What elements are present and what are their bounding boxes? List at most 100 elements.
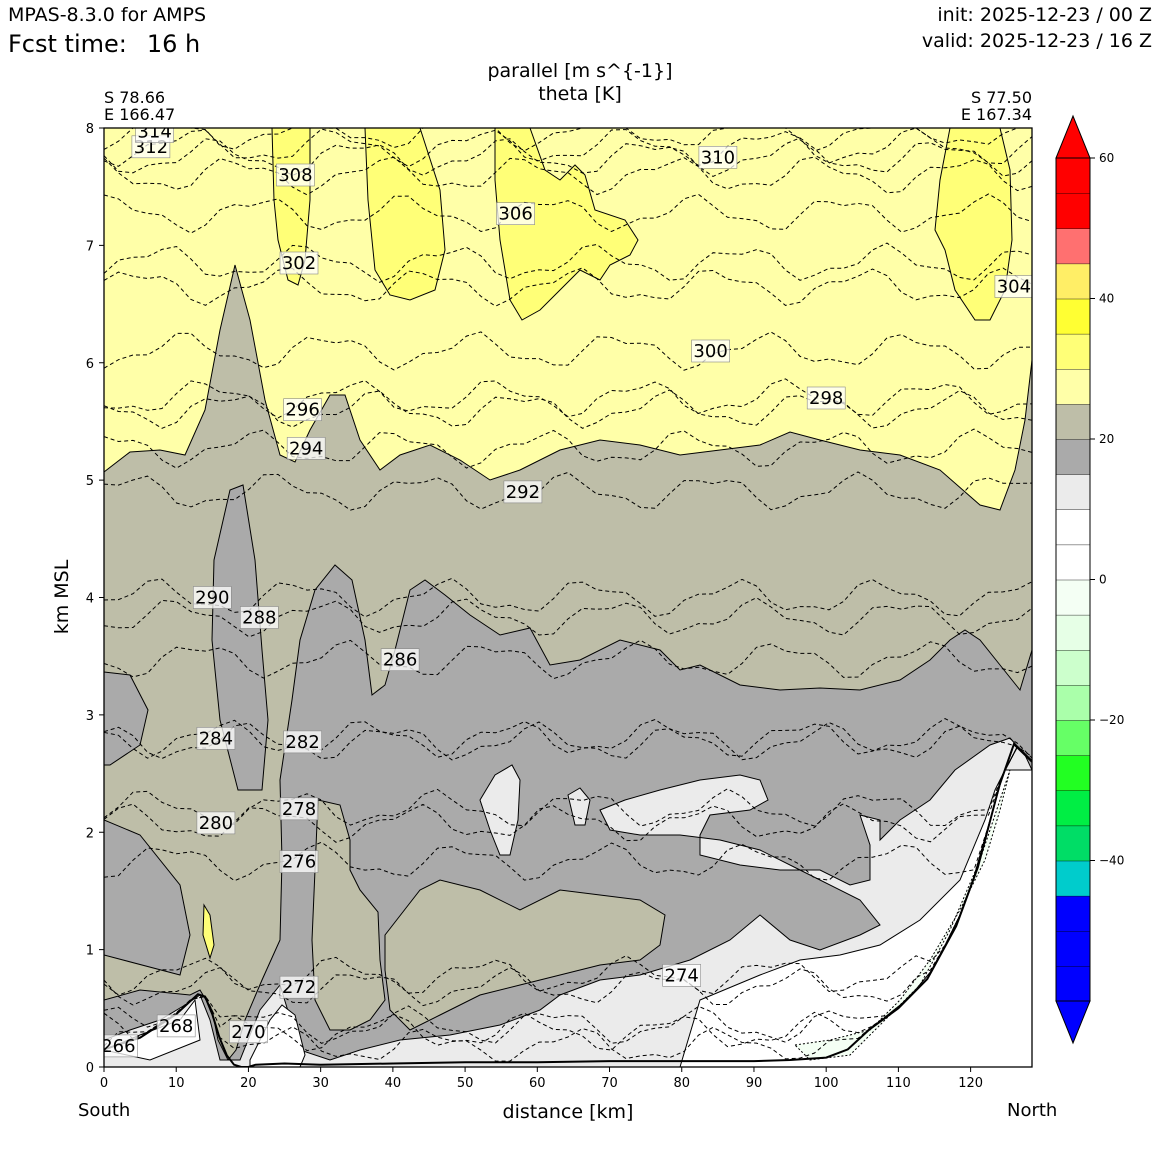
x-tick-label: 30 — [312, 1076, 329, 1091]
theta-contour-308 — [104, 156, 1032, 196]
colorbar-segment — [1055, 860, 1091, 897]
theta-label-text: 270 — [231, 1022, 265, 1043]
x-tick-label: 110 — [886, 1076, 911, 1091]
colorbar-segment — [1055, 719, 1091, 756]
theta-label-308: 308 — [276, 163, 315, 187]
colorbar-segment — [1055, 333, 1091, 370]
theta-contour-266 — [104, 745, 1032, 1062]
x-tick-label: 60 — [529, 1076, 546, 1091]
south-end-label: South — [78, 1100, 131, 1121]
theta-label-298: 298 — [806, 386, 846, 410]
x-tick-label: 100 — [814, 1076, 839, 1091]
theta-label-310: 310 — [698, 146, 738, 169]
theta-label-276: 276 — [279, 850, 319, 873]
theta-label-text: 292 — [506, 482, 540, 503]
theta-label-text: 274 — [665, 965, 699, 986]
colorbar-segment — [1055, 649, 1091, 686]
theta-contour-306 — [104, 193, 1032, 234]
right-latitude: S 77.50 — [970, 88, 1032, 107]
theta-label-266: 266 — [101, 1034, 138, 1058]
theta-label-292: 292 — [503, 480, 543, 504]
colorbar: 60 40 20 0 −20 −40 — [1055, 114, 1124, 1045]
forecast-time-label: Fcst time: — [8, 30, 127, 58]
colorbar-segment — [1055, 509, 1091, 546]
colorbar-segment — [1055, 895, 1091, 932]
theta-contour-274 — [104, 745, 1032, 996]
theta-label-text: 304 — [997, 277, 1031, 298]
theta-label-text: 286 — [383, 650, 417, 671]
colorbar-segment — [1055, 965, 1091, 1002]
terrain-surface-line — [104, 742, 1032, 1067]
theta-label-text: 308 — [278, 165, 312, 186]
y-axis: 0 1 2 3 4 5 6 7 8 — [86, 122, 104, 1076]
theta-label-text: 278 — [282, 799, 316, 820]
theta-label-text: 290 — [195, 588, 229, 609]
x-tick-label: 40 — [385, 1076, 402, 1091]
theta-label-text: 296 — [285, 400, 319, 421]
colorbar-segment — [1055, 438, 1091, 475]
theta-contour-284 — [104, 718, 1032, 759]
y-tick-label: 7 — [86, 239, 94, 254]
theta-label-294: 294 — [286, 437, 326, 460]
x-axis-label: distance [km] — [503, 1101, 634, 1123]
theta-label-text: 272 — [282, 977, 316, 998]
theta-label-text: 294 — [289, 438, 323, 459]
x-tick-label: 120 — [958, 1076, 983, 1091]
colorbar-segment — [1055, 825, 1091, 862]
x-tick-label: 70 — [601, 1076, 618, 1091]
theta-label-text: 276 — [282, 852, 316, 873]
theta-label-284: 284 — [196, 727, 236, 750]
x-tick-label: 20 — [240, 1076, 257, 1091]
theta-contour-labels: 266 268 270 272 274 276 278 280 282 284 286 288 290 2… — [101, 122, 1032, 1058]
theta-label-300: 300 — [691, 339, 730, 363]
colorbar-segment — [1055, 790, 1091, 827]
theta-label-text: 288 — [242, 608, 276, 629]
chart-title: parallel [m s^{-1}] — [487, 60, 673, 82]
colorbar-segment — [1055, 228, 1091, 265]
theta-label-text: 298 — [809, 388, 843, 409]
theta-label-306: 306 — [496, 202, 535, 225]
theta-label-304: 304 — [994, 275, 1032, 298]
theta-label-282: 282 — [283, 730, 322, 754]
colorbar-segment — [1055, 192, 1091, 229]
north-end-label: North — [1007, 1100, 1058, 1121]
x-tick-label: 80 — [673, 1076, 690, 1091]
y-tick-label: 2 — [86, 826, 94, 841]
theta-label-text: 266 — [101, 1036, 135, 1057]
shading-yellow-patch-2 — [364, 128, 446, 301]
colorbar-segment — [1055, 614, 1091, 651]
colorbar-segment — [1055, 473, 1091, 510]
theta-contour-304 — [104, 267, 1032, 307]
theta-contour-280 — [104, 745, 1032, 843]
y-tick-label: 3 — [86, 709, 94, 724]
theta-label-text: 284 — [199, 728, 233, 749]
x-axis: 0 10 20 30 40 50 60 70 80 90 100 110 120 — [100, 1067, 983, 1091]
x-tick-label: 90 — [746, 1076, 763, 1091]
theta-label-272: 272 — [279, 975, 319, 999]
forecast-time: Fcst time: 16 h — [8, 30, 200, 58]
theta-label-text: 280 — [199, 813, 233, 834]
forecast-time-value: 16 h — [146, 30, 201, 58]
shading-yellow-patch-5 — [202, 903, 215, 960]
theta-contour-282 — [104, 721, 1032, 761]
shading-palegreen-region — [793, 769, 1011, 1061]
colorbar-segment — [1055, 298, 1091, 335]
theta-label-286: 286 — [380, 648, 420, 672]
colorbar-tick-label: 60 — [1099, 151, 1114, 165]
theta-label-270: 270 — [229, 1020, 268, 1044]
left-longitude: E 166.47 — [104, 105, 176, 124]
wind-shading: 266 268 270 272 274 276 278 280 282 284 286 288 290 2… — [101, 122, 1032, 1067]
init-time: init: 2025-12-23 / 00 Z — [937, 4, 1152, 26]
theta-label-text: 314 — [137, 122, 171, 143]
colorbar-tick-label: 0 — [1099, 573, 1107, 587]
colorbar-tick-label: −40 — [1099, 854, 1124, 868]
chart-subtitle: theta [K] — [538, 83, 622, 105]
colorbar-segment — [1055, 579, 1091, 616]
x-tick-label: 10 — [168, 1076, 185, 1091]
theta-label-280: 280 — [196, 811, 236, 835]
theta-contour-286 — [104, 639, 1032, 680]
theta-label-274: 274 — [662, 964, 702, 987]
theta-contour-268 — [104, 745, 1032, 1044]
theta-label-278: 278 — [279, 797, 319, 821]
